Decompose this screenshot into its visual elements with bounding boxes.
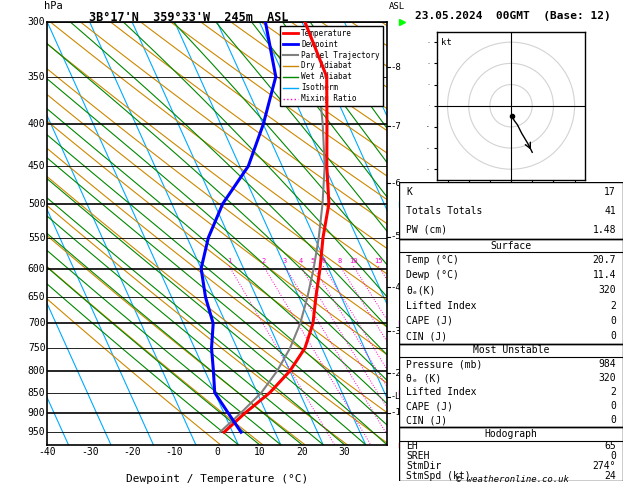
Text: PW (cm): PW (cm)	[406, 225, 447, 235]
Text: 950: 950	[28, 427, 45, 437]
Text: -40: -40	[38, 447, 56, 457]
Text: 274°: 274°	[593, 461, 616, 471]
Text: CIN (J): CIN (J)	[406, 416, 447, 425]
Text: © weatheronline.co.uk: © weatheronline.co.uk	[456, 474, 569, 484]
Text: Hodograph: Hodograph	[484, 429, 538, 439]
Text: 1: 1	[227, 258, 231, 264]
Bar	[399, 182, 623, 239]
Text: Mixing Ratio (g/kg): Mixing Ratio (g/kg)	[406, 186, 415, 281]
Text: -30: -30	[81, 447, 99, 457]
Text: CIN (J): CIN (J)	[406, 331, 447, 341]
Text: 15: 15	[374, 258, 382, 264]
Text: 24: 24	[604, 471, 616, 481]
Text: 850: 850	[28, 387, 45, 398]
Text: 3: 3	[282, 258, 287, 264]
Text: StmDir: StmDir	[406, 461, 442, 471]
Text: 10: 10	[253, 447, 265, 457]
Text: 23.05.2024  00GMT  (Base: 12): 23.05.2024 00GMT (Base: 12)	[415, 11, 611, 21]
Bar	[399, 344, 623, 427]
Text: 800: 800	[28, 366, 45, 376]
Text: SREH: SREH	[406, 451, 430, 461]
Text: 0: 0	[214, 447, 220, 457]
Text: 0: 0	[610, 331, 616, 341]
Text: 700: 700	[28, 318, 45, 329]
Text: 900: 900	[28, 408, 45, 418]
Text: Totals Totals: Totals Totals	[406, 206, 482, 216]
Legend: Temperature, Dewpoint, Parcel Trajectory, Dry Adiabat, Wet Adiabat, Isotherm, Mi: Temperature, Dewpoint, Parcel Trajectory…	[280, 26, 383, 106]
Text: -LCL: -LCL	[391, 392, 411, 401]
Text: Lifted Index: Lifted Index	[406, 387, 477, 397]
Text: -6: -6	[391, 179, 402, 188]
Text: -7: -7	[391, 122, 402, 131]
Text: 400: 400	[28, 119, 45, 129]
Text: Dewpoint / Temperature (°C): Dewpoint / Temperature (°C)	[126, 474, 308, 484]
Text: θₑ (K): θₑ (K)	[406, 373, 442, 383]
Text: -3: -3	[391, 327, 402, 335]
Text: CAPE (J): CAPE (J)	[406, 401, 453, 411]
Text: Most Unstable: Most Unstable	[473, 346, 549, 355]
Text: 2: 2	[610, 387, 616, 397]
Text: 984: 984	[598, 359, 616, 369]
Text: -20: -20	[123, 447, 141, 457]
Text: 500: 500	[28, 199, 45, 208]
Bar	[399, 239, 623, 344]
Text: 0: 0	[610, 416, 616, 425]
Text: -8: -8	[391, 63, 402, 72]
Text: 2: 2	[610, 301, 616, 311]
Text: 350: 350	[28, 72, 45, 82]
Text: -2: -2	[391, 369, 402, 378]
Text: km
ASL: km ASL	[389, 0, 404, 11]
Text: 0: 0	[610, 316, 616, 326]
Text: CAPE (J): CAPE (J)	[406, 316, 453, 326]
Text: kt: kt	[441, 38, 452, 47]
Text: 41: 41	[604, 206, 616, 216]
Text: 0: 0	[610, 401, 616, 411]
Text: Temp (°C): Temp (°C)	[406, 255, 459, 265]
Text: 11.4: 11.4	[593, 270, 616, 280]
Text: 750: 750	[28, 343, 45, 353]
Text: 320: 320	[598, 285, 616, 295]
Text: 1.48: 1.48	[593, 225, 616, 235]
Text: 450: 450	[28, 161, 45, 171]
Text: 300: 300	[28, 17, 45, 27]
Text: 2: 2	[262, 258, 265, 264]
Text: 8: 8	[338, 258, 342, 264]
Text: 4: 4	[298, 258, 303, 264]
Text: Dewp (°C): Dewp (°C)	[406, 270, 459, 280]
Text: 65: 65	[604, 441, 616, 451]
Text: -1: -1	[391, 408, 402, 417]
Text: Lifted Index: Lifted Index	[406, 301, 477, 311]
Text: 320: 320	[598, 373, 616, 383]
Text: 30: 30	[338, 447, 350, 457]
Text: 20.7: 20.7	[593, 255, 616, 265]
Text: 650: 650	[28, 292, 45, 302]
Text: 600: 600	[28, 263, 45, 274]
Bar	[399, 427, 623, 481]
Text: StmSpd (kt): StmSpd (kt)	[406, 471, 470, 481]
Text: EH: EH	[406, 441, 418, 451]
Text: 0: 0	[610, 451, 616, 461]
Text: Surface: Surface	[491, 241, 532, 251]
Text: 5: 5	[311, 258, 315, 264]
Text: 6: 6	[321, 258, 325, 264]
Text: 550: 550	[28, 233, 45, 243]
Text: K: K	[406, 187, 412, 197]
Text: -5: -5	[391, 232, 402, 242]
Text: 10: 10	[349, 258, 358, 264]
Text: -4: -4	[391, 282, 402, 292]
Text: 3B°17'N  359°33'W  245m  ASL: 3B°17'N 359°33'W 245m ASL	[89, 11, 289, 24]
Text: θₑ(K): θₑ(K)	[406, 285, 435, 295]
Text: hPa: hPa	[44, 1, 62, 11]
Text: -10: -10	[165, 447, 184, 457]
Text: 17: 17	[604, 187, 616, 197]
Text: 20: 20	[296, 447, 308, 457]
Text: Pressure (mb): Pressure (mb)	[406, 359, 482, 369]
